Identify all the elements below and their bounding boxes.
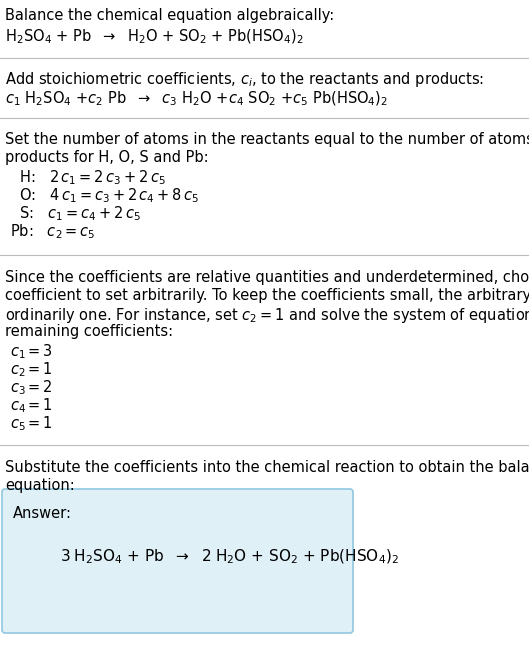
Text: Balance the chemical equation algebraically:: Balance the chemical equation algebraica… xyxy=(5,8,334,23)
FancyBboxPatch shape xyxy=(2,489,353,633)
Text: Set the number of atoms in the reactants equal to the number of atoms in the: Set the number of atoms in the reactants… xyxy=(5,132,529,147)
Text: $\mathregular{H_2SO_4}$ + Pb  $\rightarrow$  $\mathregular{H_2O}$ + $\mathregula: $\mathregular{H_2SO_4}$ + Pb $\rightarro… xyxy=(5,28,304,47)
Text: $c_4 = 1$: $c_4 = 1$ xyxy=(10,396,53,415)
Text: $c_3 = 2$: $c_3 = 2$ xyxy=(10,378,53,397)
Text: Answer:: Answer: xyxy=(13,506,72,521)
Text: Since the coefficients are relative quantities and underdetermined, choose a: Since the coefficients are relative quan… xyxy=(5,270,529,285)
Text: remaining coefficients:: remaining coefficients: xyxy=(5,324,173,339)
Text: ordinarily one. For instance, set $c_2 = 1$ and solve the system of equations fo: ordinarily one. For instance, set $c_2 =… xyxy=(5,306,529,325)
Text: Add stoichiometric coefficients, $c_i$, to the reactants and products:: Add stoichiometric coefficients, $c_i$, … xyxy=(5,70,484,89)
Text: $c_1$ $\mathregular{H_2SO_4}$ $+c_2$ Pb  $\rightarrow$  $c_3$ $\mathregular{H_2O: $c_1$ $\mathregular{H_2SO_4}$ $+c_2$ Pb … xyxy=(5,90,388,109)
Text: $c_2 = 1$: $c_2 = 1$ xyxy=(10,360,53,378)
Text: products for H, O, S and Pb:: products for H, O, S and Pb: xyxy=(5,150,208,165)
Text: Pb:   $c_2 = c_5$: Pb: $c_2 = c_5$ xyxy=(10,222,96,241)
Text: S:   $c_1 = c_4 + 2\,c_5$: S: $c_1 = c_4 + 2\,c_5$ xyxy=(10,204,141,223)
Text: equation:: equation: xyxy=(5,478,75,493)
Text: $3\;\mathregular{H_2SO_4}$ + Pb  $\rightarrow$  $2\;\mathregular{H_2O}$ + $\math: $3\;\mathregular{H_2SO_4}$ + Pb $\righta… xyxy=(60,548,399,566)
Text: O:   $4\,c_1 = c_3 + 2\,c_4 + 8\,c_5$: O: $4\,c_1 = c_3 + 2\,c_4 + 8\,c_5$ xyxy=(10,186,199,204)
Text: coefficient to set arbitrarily. To keep the coefficients small, the arbitrary va: coefficient to set arbitrarily. To keep … xyxy=(5,288,529,303)
Text: $c_5 = 1$: $c_5 = 1$ xyxy=(10,414,53,433)
Text: $c_1 = 3$: $c_1 = 3$ xyxy=(10,342,53,360)
Text: Substitute the coefficients into the chemical reaction to obtain the balanced: Substitute the coefficients into the che… xyxy=(5,460,529,475)
Text: H:   $2\,c_1 = 2\,c_3 + 2\,c_5$: H: $2\,c_1 = 2\,c_3 + 2\,c_5$ xyxy=(10,168,166,187)
